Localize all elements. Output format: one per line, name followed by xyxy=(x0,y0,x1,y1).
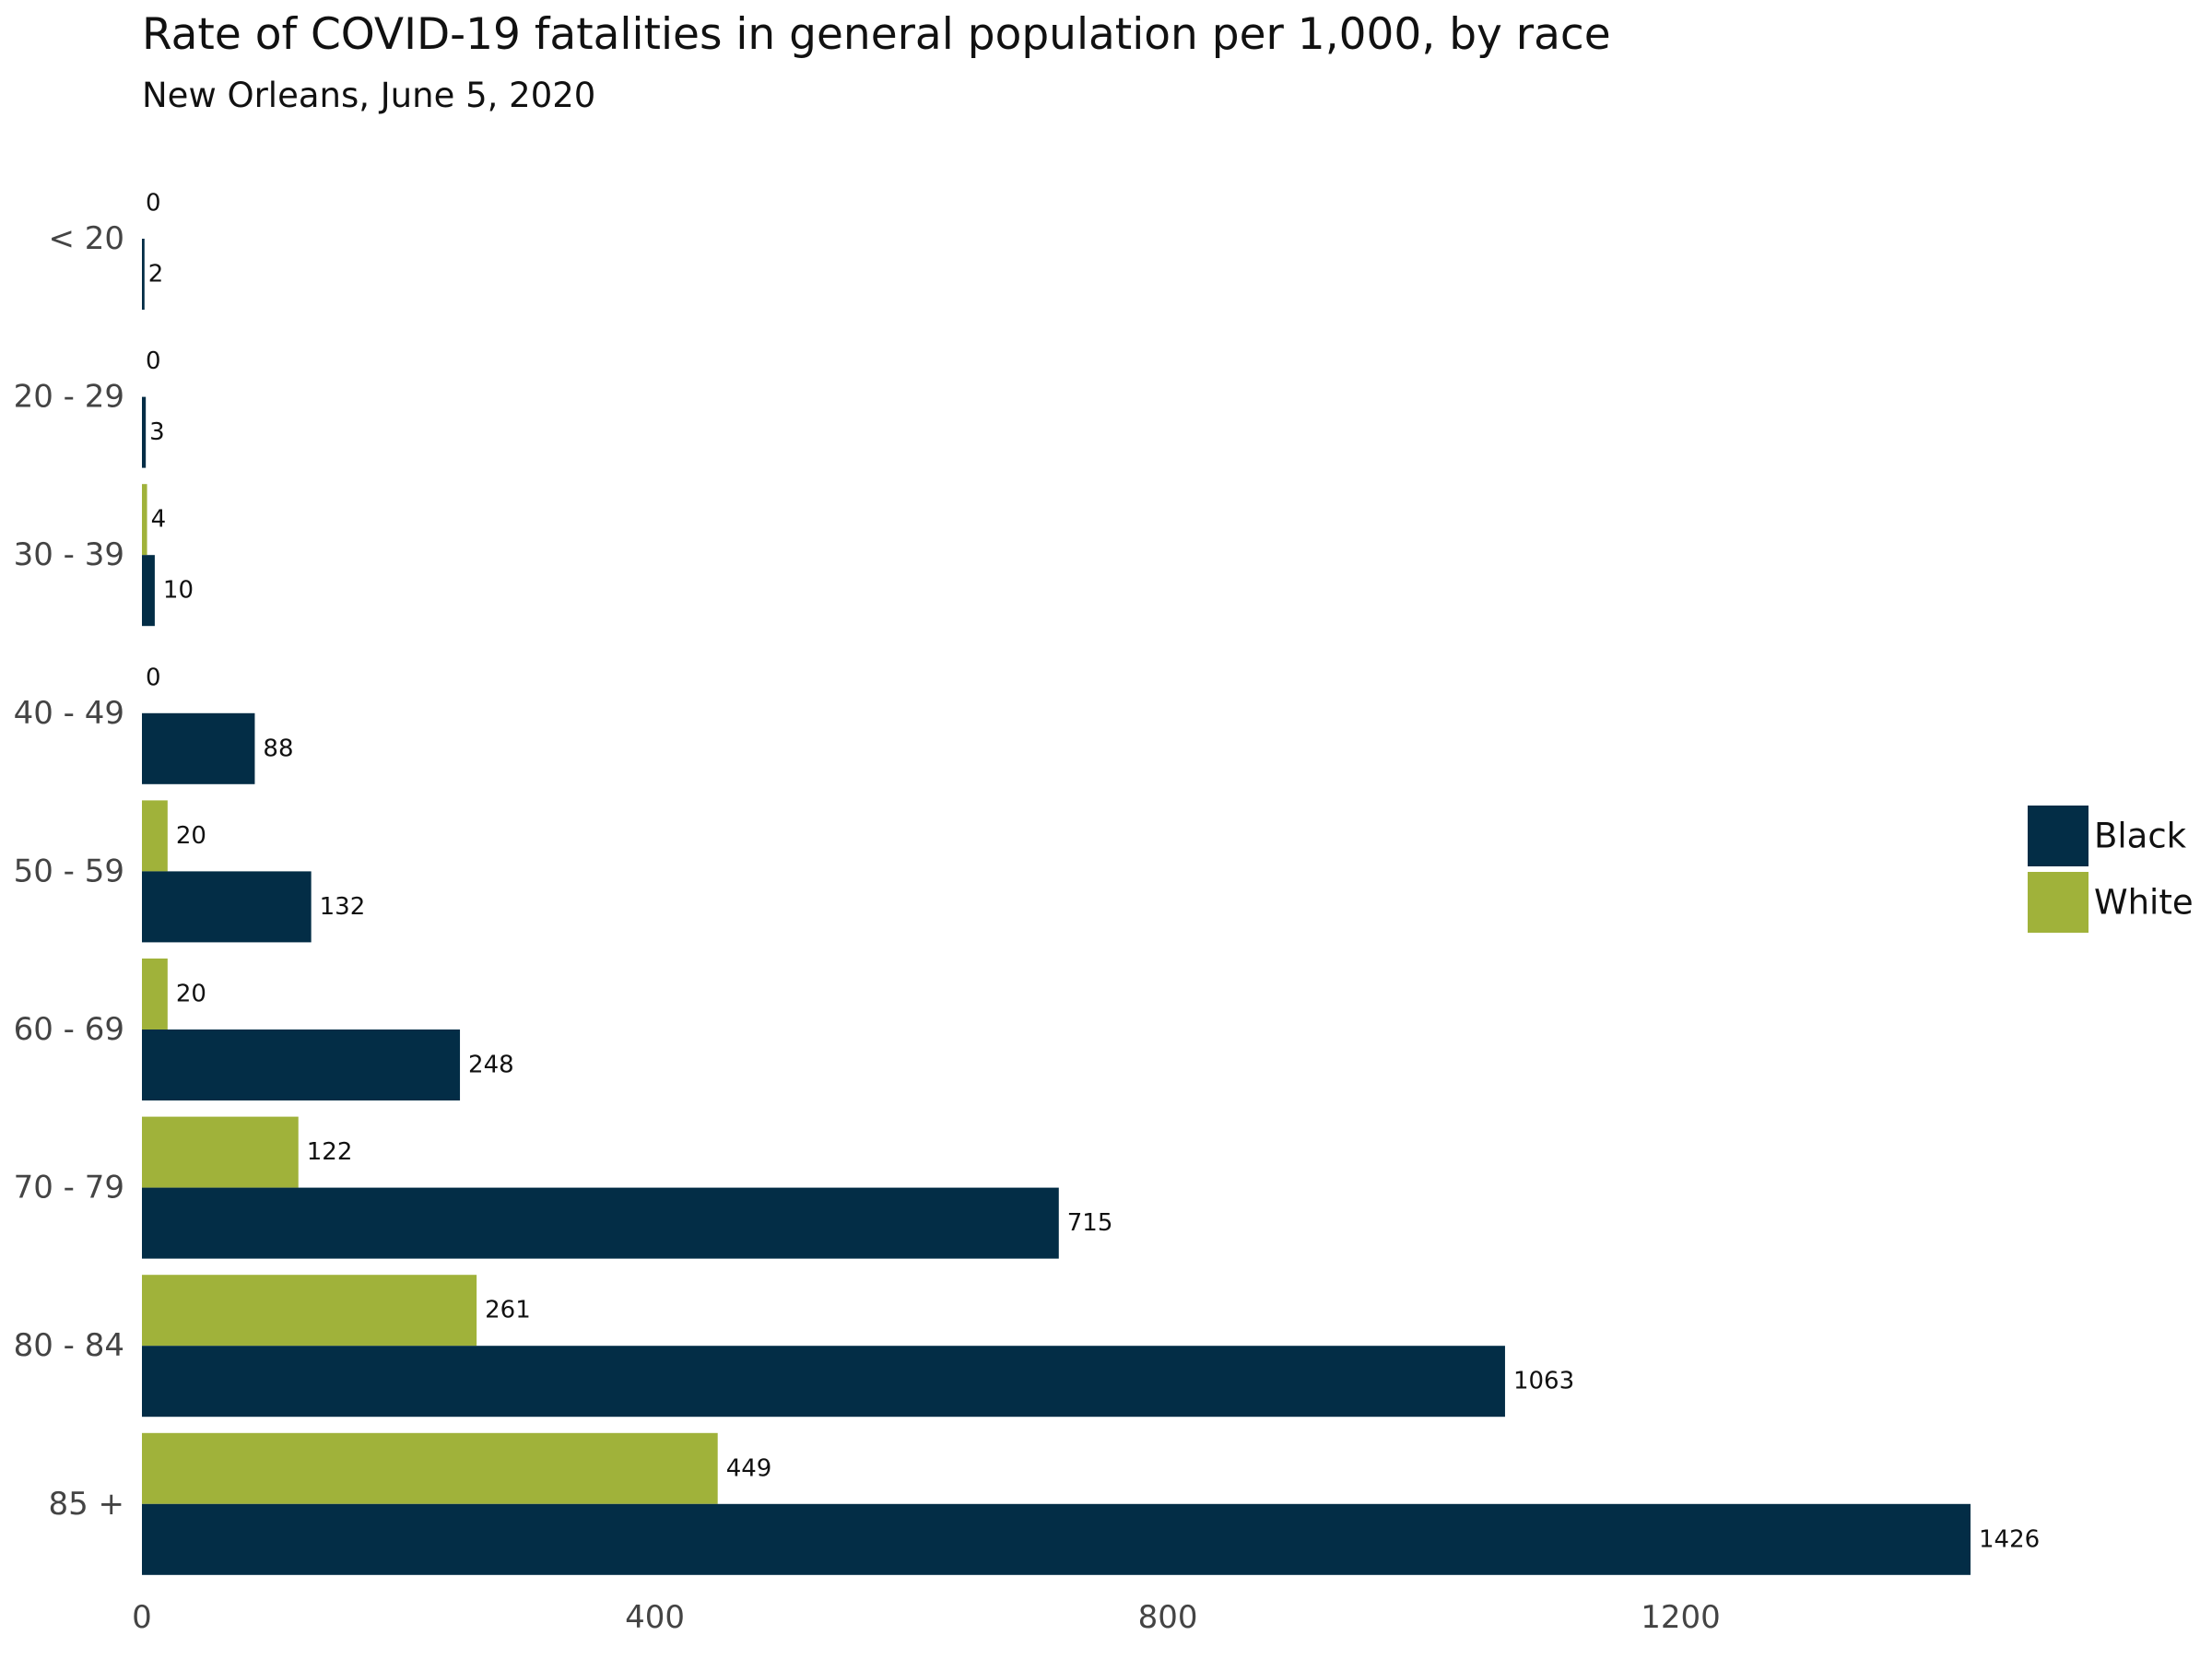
x-tick-label: 0 xyxy=(132,1599,152,1636)
category-label: 80 - 84 xyxy=(14,1327,124,1364)
category-label: < 20 xyxy=(48,220,124,257)
data-label-white: 261 xyxy=(485,1297,531,1324)
bar-white xyxy=(142,1116,299,1188)
bar-black xyxy=(142,1187,1059,1259)
category-label: 60 - 69 xyxy=(14,1011,124,1048)
category-label: 70 - 79 xyxy=(14,1170,124,1206)
data-label-white: 20 xyxy=(176,822,206,850)
bar-white xyxy=(142,1432,718,1504)
data-label-white: 20 xyxy=(176,981,206,1008)
bar-white xyxy=(142,1275,477,1347)
category-label: 20 - 29 xyxy=(14,379,124,416)
data-label-white: 449 xyxy=(726,1454,772,1482)
bars-group xyxy=(142,239,1971,1575)
bar-black xyxy=(142,1503,1971,1575)
chart-title: Rate of COVID-19 fatalities in general p… xyxy=(142,9,1611,60)
data-label-white: 122 xyxy=(307,1138,353,1166)
legend-label-black: Black xyxy=(2094,817,2187,856)
bar-black xyxy=(142,1030,461,1100)
data-label-black: 132 xyxy=(320,893,366,921)
bar-white xyxy=(142,484,147,556)
x-axis-ticks: 0 400 800 1200 xyxy=(132,1599,1721,1636)
data-label-black: 2 xyxy=(148,261,164,288)
category-label: 50 - 59 xyxy=(14,853,124,889)
x-tick-label: 1200 xyxy=(1641,1599,1721,1636)
bar-black xyxy=(142,396,147,468)
bar-white xyxy=(142,959,168,1030)
bar-black xyxy=(142,871,312,943)
data-label-white: 0 xyxy=(146,190,161,218)
category-labels-group: < 20 20 - 29 30 - 39 40 - 49 50 - 59 60 - 69 7… xyxy=(14,220,124,1523)
category-label: 40 - 49 xyxy=(14,695,124,732)
legend-label-white: White xyxy=(2094,883,2194,923)
data-label-white: 0 xyxy=(146,347,161,375)
data-label-black: 715 xyxy=(1067,1209,1113,1237)
legend-swatch-black xyxy=(2028,806,2088,866)
bar-black xyxy=(142,239,145,310)
legend: Black White xyxy=(2028,806,2194,933)
data-label-white: 4 xyxy=(151,506,167,534)
x-tick-label: 400 xyxy=(625,1599,685,1636)
bar-black xyxy=(142,1346,1505,1418)
data-label-white: 0 xyxy=(146,664,161,691)
bar-white xyxy=(142,800,168,872)
bar-black xyxy=(142,712,255,784)
data-label-black: 10 xyxy=(163,577,194,605)
chart-subtitle: New Orleans, June 5, 2020 xyxy=(142,76,596,115)
data-label-black: 248 xyxy=(468,1052,514,1079)
category-label: 85 + xyxy=(48,1486,124,1523)
data-label-black: 88 xyxy=(263,735,293,762)
data-label-black: 1426 xyxy=(1979,1525,2040,1553)
bar-black xyxy=(142,555,155,627)
data-label-black: 3 xyxy=(149,418,165,446)
data-label-black: 1063 xyxy=(1513,1368,1574,1395)
x-tick-label: 800 xyxy=(1138,1599,1198,1636)
category-label: 30 - 39 xyxy=(14,536,124,573)
legend-swatch-white xyxy=(2028,872,2088,933)
